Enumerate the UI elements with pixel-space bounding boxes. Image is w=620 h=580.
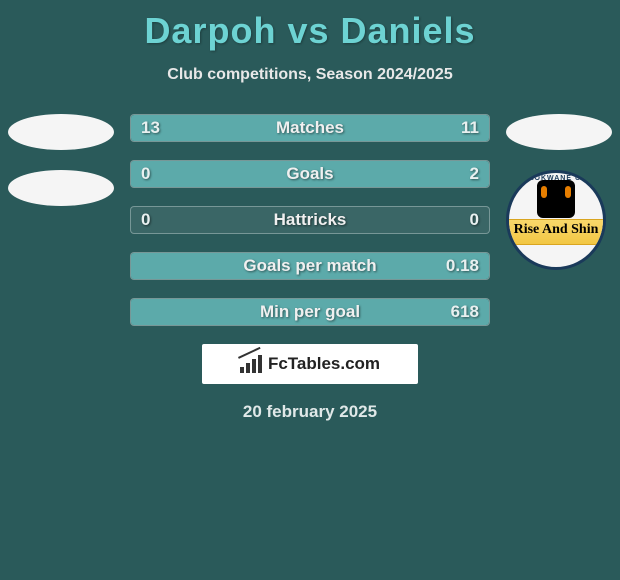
bars-container: 13 Matches 11 0 Goals 2 0 Hattricks 0 Goals per m… — [130, 114, 490, 326]
stat-label: Min per goal — [260, 302, 360, 322]
player-left-badges — [8, 114, 114, 226]
stat-value-left: 13 — [141, 118, 160, 138]
stat-label: Goals per match — [243, 256, 376, 276]
season-subtitle: Club competitions, Season 2024/2025 — [0, 66, 620, 84]
comparison-chart: POLOKWANE CITY Rise And Shin 13 Matches 11… — [0, 114, 620, 326]
stat-row: 13 Matches 11 — [130, 114, 490, 142]
stat-row: 0 Goals 2 — [130, 160, 490, 188]
player-right-badges: POLOKWANE CITY Rise And Shin — [506, 114, 612, 270]
stat-label: Hattricks — [274, 210, 347, 230]
stat-value-right: 0.18 — [446, 256, 479, 276]
player-left-photo-placeholder — [8, 114, 114, 150]
stat-value-right: 0 — [470, 210, 479, 230]
stat-value-right: 11 — [461, 118, 479, 138]
stat-label: Matches — [276, 118, 344, 138]
stat-row: 0 Hattricks 0 — [130, 206, 490, 234]
stat-row: Goals per match 0.18 — [130, 252, 490, 280]
chart-bars-icon — [240, 355, 262, 373]
brand-text: FcTables.com — [268, 354, 380, 374]
stat-row: Min per goal 618 — [130, 298, 490, 326]
player-left-club-placeholder — [8, 170, 114, 206]
stat-value-left: 0 — [141, 164, 150, 184]
club-right-motto: Rise And Shin — [509, 222, 603, 238]
stat-label: Goals — [286, 164, 333, 184]
club-crest-icon — [537, 180, 575, 218]
brand-logo: FcTables.com — [202, 344, 418, 384]
snapshot-date: 20 february 2025 — [0, 402, 620, 422]
stat-value-right: 618 — [451, 302, 479, 322]
stat-value-right: 2 — [470, 164, 479, 184]
club-right-badge: POLOKWANE CITY Rise And Shin — [506, 170, 606, 270]
page-title: Darpoh vs Daniels — [0, 0, 620, 52]
player-right-photo-placeholder — [506, 114, 612, 150]
stat-value-left: 0 — [141, 210, 150, 230]
